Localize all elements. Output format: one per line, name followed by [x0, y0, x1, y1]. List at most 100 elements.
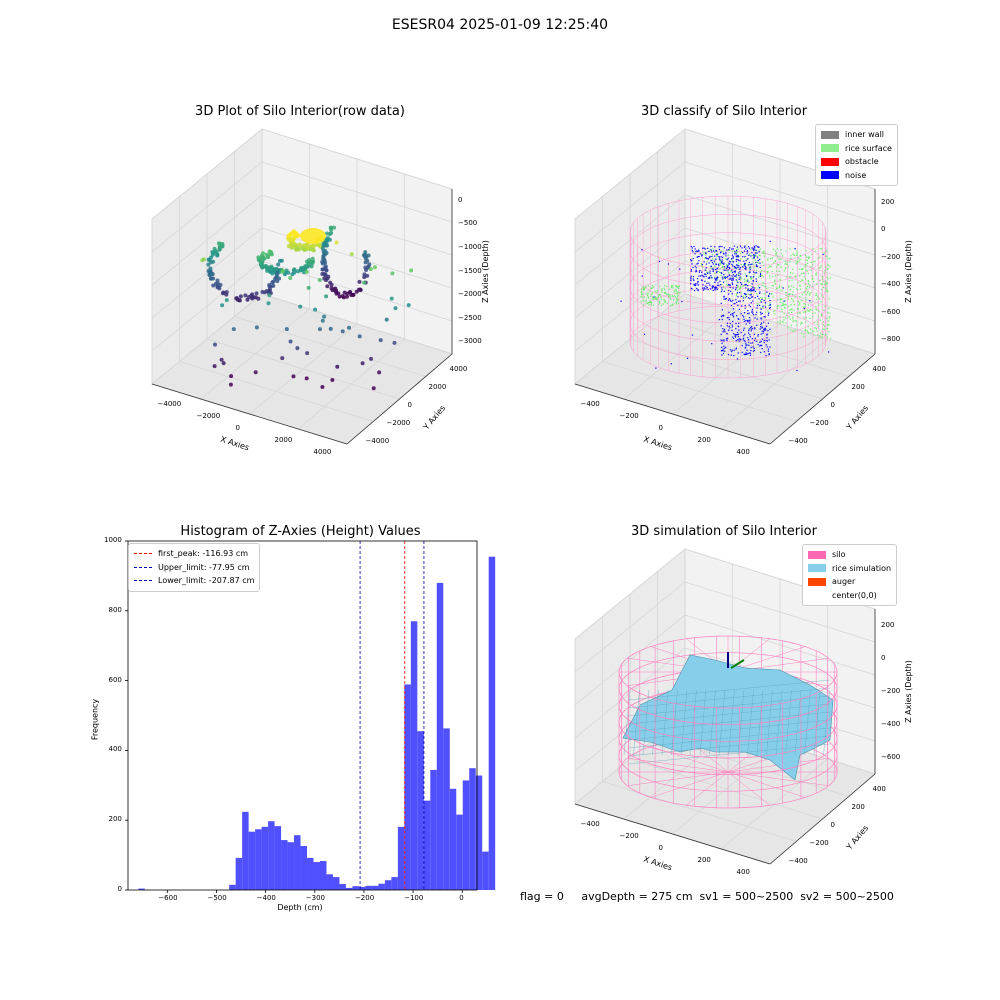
rice-surface-point — [811, 275, 813, 277]
noise-point — [723, 253, 725, 255]
noise-point — [809, 300, 811, 302]
noise-point — [737, 335, 740, 338]
rice-surface-point — [820, 337, 822, 339]
rice-surface-point — [656, 298, 658, 300]
panel1-y-tick-label: −2000 — [386, 419, 411, 427]
rice-surface-point — [772, 296, 774, 298]
rice-surface-point — [802, 268, 804, 270]
noise-point — [745, 287, 747, 289]
histogram-bar — [307, 857, 314, 890]
rice-surface-point — [798, 304, 800, 306]
noise-point — [763, 351, 765, 353]
rice-surface-point — [809, 328, 812, 330]
noise-point — [749, 354, 752, 356]
panel2-y-tick-label: 200 — [851, 383, 865, 391]
rice-surface-point — [757, 303, 759, 305]
noise-point — [764, 327, 766, 329]
rice-surface-point — [808, 310, 810, 312]
noise-point — [730, 354, 732, 356]
rice-surface-point — [826, 289, 828, 291]
data-point — [371, 386, 376, 391]
rice-surface-point — [798, 312, 801, 314]
rice-surface-point — [655, 297, 657, 299]
noise-point — [737, 266, 739, 269]
noise-point — [737, 256, 740, 258]
rice-surface-point — [778, 286, 781, 288]
rice-surface-point — [771, 270, 773, 273]
rice-surface-point — [664, 285, 666, 287]
data-point — [304, 269, 309, 274]
noise-point — [729, 349, 731, 351]
rice-surface-point — [791, 293, 794, 296]
rice-surface-point — [767, 266, 769, 269]
noise-point — [697, 289, 699, 292]
grid-line — [629, 758, 823, 820]
rice-surface-point — [648, 302, 650, 304]
noise-point — [745, 344, 747, 346]
noise-point — [743, 292, 746, 295]
noise-point — [723, 345, 725, 347]
rice-surface-point — [644, 287, 646, 289]
noise-point — [711, 261, 714, 264]
data-point — [389, 296, 394, 301]
rice-surface-point — [803, 292, 805, 294]
noise-point — [724, 276, 726, 279]
rice-surface-point — [656, 297, 658, 299]
legend-item-obstacle: obstacle — [821, 155, 892, 169]
noise-point — [711, 277, 713, 279]
rice-surface-point — [675, 303, 677, 305]
noise-point — [700, 275, 702, 277]
rice-surface-point — [790, 255, 792, 257]
rice-surface-point — [815, 292, 817, 295]
rice-surface-point — [678, 285, 680, 287]
rice-surface-point — [822, 324, 825, 326]
rice-surface-point — [788, 312, 790, 314]
noise-point — [742, 251, 744, 254]
data-point — [269, 252, 274, 257]
noise-point — [753, 254, 755, 256]
panel4-y-tick-label: −400 — [788, 857, 808, 865]
noise-point — [766, 340, 769, 342]
rice-surface-point — [661, 304, 663, 306]
rice-surface-point — [787, 266, 789, 268]
noise-point — [705, 263, 708, 265]
noise-point — [747, 288, 749, 290]
rice-surface-point — [772, 284, 774, 287]
noise-point — [754, 339, 756, 342]
noise-point — [711, 286, 713, 288]
rice-surface-point — [673, 289, 675, 291]
panel1-y-tick-label: −4000 — [365, 437, 390, 445]
rice-surface-point — [767, 310, 769, 312]
rice-surface-point — [771, 257, 773, 259]
legend-label: Upper_limit: -77.95 cm — [158, 562, 250, 572]
rice-surface-point — [821, 333, 823, 336]
data-point — [224, 298, 229, 303]
rice-surface-point — [803, 276, 805, 278]
rice-surface-point — [824, 305, 826, 307]
noise-point — [744, 340, 746, 342]
noise-point — [735, 334, 738, 336]
rice-surface-point — [724, 288, 727, 290]
rice-surface-point — [791, 309, 793, 311]
noise-point — [763, 339, 765, 342]
rice-surface-point — [677, 294, 679, 296]
rice-surface-point — [726, 266, 728, 268]
rice-surface-point — [781, 255, 784, 257]
noise-point — [704, 269, 706, 271]
data-point — [329, 230, 334, 235]
rice-surface-point — [750, 292, 752, 294]
rice-surface-point — [779, 316, 781, 318]
rice-surface-point — [795, 328, 797, 331]
panel4-z-axis-label: Z Axies (Depth) — [903, 659, 913, 723]
noise-point — [767, 322, 769, 324]
noise-point — [749, 334, 751, 336]
rice-surface-point — [647, 296, 649, 298]
grid-line — [151, 227, 263, 319]
rice-surface-point — [821, 275, 824, 278]
rice-surface-point — [667, 294, 669, 296]
rice-surface-point — [646, 293, 648, 295]
rice-surface-point — [807, 256, 809, 258]
histogram-y-tick-label: 400 — [108, 745, 122, 754]
noise-point — [722, 327, 724, 330]
noise-point — [756, 295, 759, 297]
